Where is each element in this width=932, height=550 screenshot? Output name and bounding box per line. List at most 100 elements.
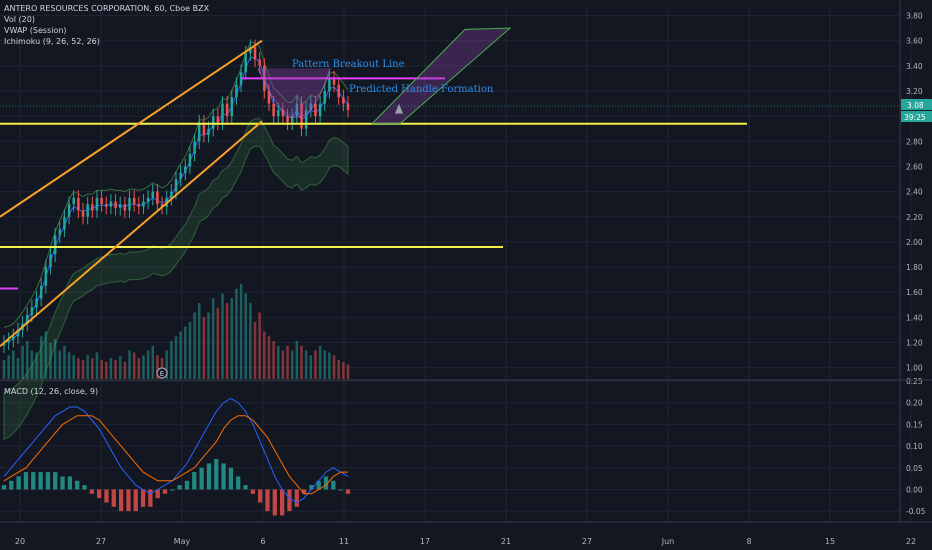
candle-body <box>91 204 94 211</box>
price-tick-label: 2.40 <box>906 188 923 197</box>
candle-body <box>295 103 299 117</box>
macd-histogram-bar <box>301 489 307 494</box>
macd-tick-label: 0.20 <box>906 399 923 408</box>
volume-bar <box>314 350 317 379</box>
price-tick-label: 2.80 <box>906 137 923 146</box>
candle-body <box>58 229 62 236</box>
candle-body <box>267 91 271 104</box>
drawings[interactable] <box>0 27 900 348</box>
macd-histogram-bar <box>206 463 212 490</box>
macd-histogram-bar <box>243 485 248 490</box>
volume-bar <box>109 358 113 379</box>
time-tick-label: 22 <box>906 537 916 546</box>
time-tick-label: 17 <box>420 537 430 546</box>
macd-histogram-bar <box>89 489 94 494</box>
volume-bar <box>81 360 85 379</box>
price-tick-label: 1.00 <box>906 364 923 373</box>
candle-body <box>309 103 313 110</box>
macd-line <box>3 397 349 504</box>
macd-histogram-bar <box>294 489 299 507</box>
volume-bar <box>202 317 206 379</box>
time-tick-label: 11 <box>339 537 349 546</box>
volume-bar <box>53 339 57 379</box>
price-tick-label: 3.40 <box>906 62 923 71</box>
candle-body <box>253 46 257 60</box>
macd-histogram-bar <box>258 489 263 503</box>
candle-body <box>197 122 201 142</box>
countdown-label: 39:25 <box>904 113 926 122</box>
volume-bar <box>346 364 350 379</box>
candle-body <box>63 216 66 230</box>
candle-body <box>193 141 196 154</box>
macd-histogram-bar <box>60 476 65 490</box>
time-tick-label: 27 <box>582 537 592 546</box>
candle-body <box>114 201 117 208</box>
candle-body <box>30 307 34 315</box>
time-tick-label: 15 <box>825 537 835 546</box>
time-tick-label: 20 <box>15 537 25 546</box>
symbol-legend[interactable]: ANTERO RESOURCES CORPORATION, 60, Cboe B… <box>4 4 210 13</box>
cloud-band <box>3 118 349 441</box>
candle-body <box>142 201 145 207</box>
macd-histogram-bar <box>177 485 182 490</box>
macd-tick-label: 0.10 <box>906 442 923 451</box>
volume-bar <box>277 345 280 379</box>
volume-bar <box>49 342 52 379</box>
macd-histogram-bar <box>45 472 51 490</box>
volume-bar <box>263 331 266 379</box>
macd-histogram-bar <box>31 472 36 490</box>
candle-body <box>86 204 89 217</box>
macd-histogram-bar <box>82 485 87 490</box>
price-tick-label: 3.60 <box>906 37 923 46</box>
macd-histogram-bar <box>148 489 153 507</box>
macd-legend[interactable]: MACD (12, 26, close, 9) <box>4 387 99 396</box>
volume-bar <box>142 355 145 379</box>
macd-histogram-bar <box>133 489 138 512</box>
volume-bar <box>2 360 6 379</box>
channel-lower-line <box>0 120 263 348</box>
volume-bar <box>193 312 196 379</box>
time-tick-label: 21 <box>501 537 511 546</box>
time-tick-label: May <box>174 537 191 546</box>
candle-body <box>100 197 103 205</box>
candle-body <box>258 59 261 66</box>
volume-legend[interactable]: Vol (20) <box>4 15 35 24</box>
candle-body <box>72 197 75 205</box>
breakout-annotation[interactable]: Pattern Breakout Line <box>292 59 405 70</box>
volume-bar <box>249 303 252 379</box>
macd-histogram-bar <box>287 489 292 512</box>
volume-bar <box>12 350 15 379</box>
macd-histogram-bar <box>140 489 146 507</box>
macd-tick-label: 0.25 <box>906 377 923 386</box>
volume-bar <box>95 352 99 379</box>
price-tick-label: 2.20 <box>906 213 923 222</box>
candle-body <box>211 116 215 129</box>
volume-bar <box>207 312 210 379</box>
macd-pane <box>1 397 351 516</box>
vwap-legend[interactable]: VWAP (Session) <box>4 26 67 35</box>
macd-histogram-bar <box>272 489 277 516</box>
volume-bar <box>105 361 108 379</box>
ichimoku-legend[interactable]: Ichimoku (9, 26, 52, 26) <box>4 37 100 46</box>
candle-body <box>151 191 155 198</box>
macd-histogram-bar <box>75 480 80 490</box>
candle-body <box>7 340 10 343</box>
candle-body <box>35 298 38 308</box>
last-price-label: 3.08 <box>907 101 924 110</box>
price-tick-label: 1.80 <box>906 263 923 272</box>
macd-histogram-bar <box>323 476 329 490</box>
macd-histogram-bar <box>214 459 219 490</box>
price-tick-label: 3.80 <box>906 12 923 21</box>
price-tick-label: 2.60 <box>906 162 923 171</box>
earnings-marker[interactable]: E <box>156 367 168 379</box>
macd-histogram-bar <box>96 489 102 499</box>
macd-histogram-bar <box>16 476 21 490</box>
macd-histogram-bar <box>199 467 204 490</box>
candle-body <box>281 109 285 117</box>
volume-bar <box>21 345 24 379</box>
candle-body <box>332 78 336 85</box>
candle-body <box>170 191 173 198</box>
candle-body <box>95 197 99 211</box>
handle-annotation[interactable]: Predicted Handle Formation <box>349 84 494 95</box>
